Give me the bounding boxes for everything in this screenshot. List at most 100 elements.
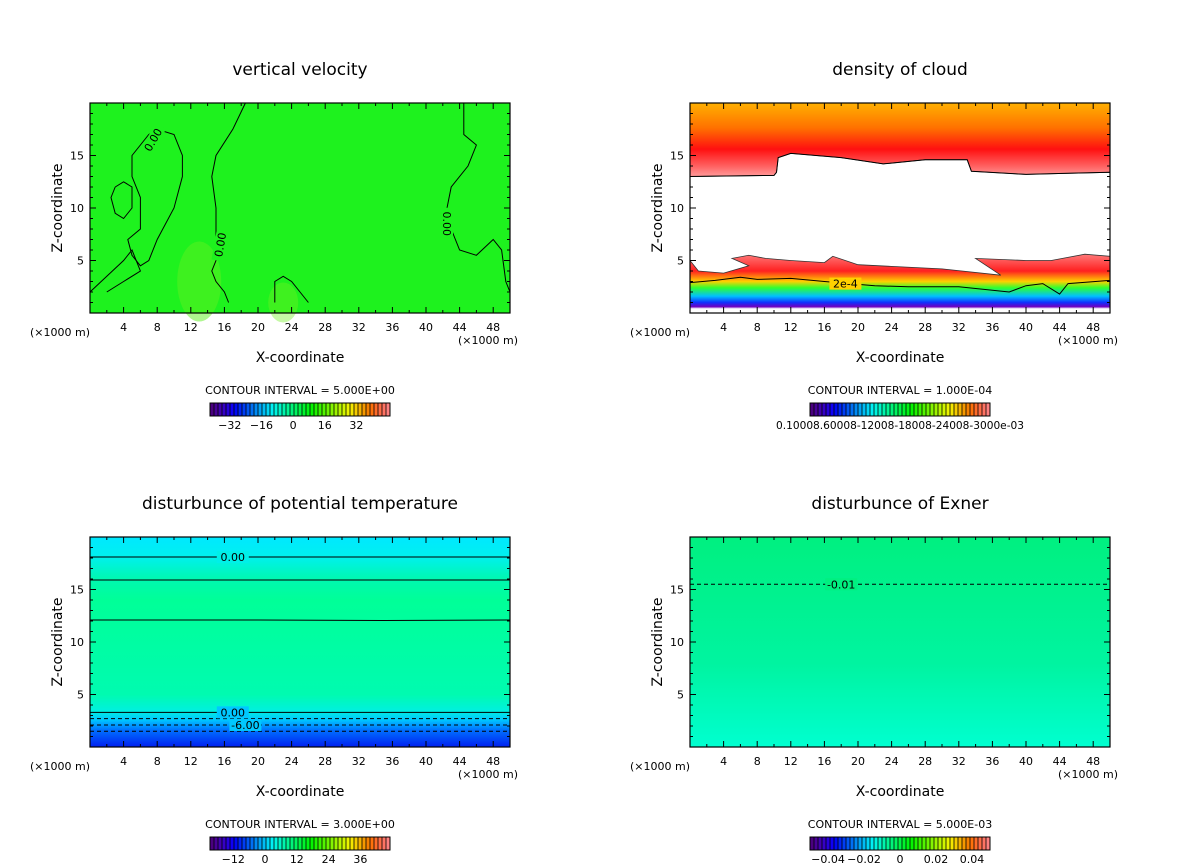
colorbar-swatch [934, 403, 939, 416]
colorbar-swatch [914, 837, 919, 850]
x-tick-label: 4 [720, 321, 727, 334]
colorbar-swatch [346, 403, 351, 416]
colorbar-swatch [862, 837, 867, 850]
x-tick-label: 16 [217, 755, 231, 768]
colorbar-tick-label: 0.02 [924, 853, 949, 866]
y-axis-label: Z-coordinate [650, 163, 666, 252]
colorbar-swatch [302, 403, 307, 416]
colorbar-swatch [342, 403, 347, 416]
colorbar-swatch [914, 403, 919, 416]
colorbar-swatch [842, 837, 847, 850]
plot-panel-3: disturbunce of potential temperature 0.00… [30, 494, 518, 866]
contour-label: -6.00 [231, 719, 259, 732]
colorbar-swatch [238, 837, 243, 850]
colorbar-tick-label: −0.02 [847, 853, 881, 866]
colorbar-swatch [222, 837, 227, 850]
x-tick-label: 4 [720, 755, 727, 768]
colorbar-swatch [382, 837, 387, 850]
colorbar-swatch [886, 403, 891, 416]
x-unit-right: (×1000 m) [1058, 334, 1118, 347]
x-tick-label: 36 [985, 321, 999, 334]
colorbar-swatch [874, 403, 879, 416]
contour-label: 2e-4 [833, 278, 858, 291]
colorbar-swatch [830, 837, 835, 850]
colorbar-tick-label: 24 [322, 853, 336, 866]
colorbar-swatch [370, 403, 375, 416]
colorbar-swatch [246, 837, 251, 850]
x-tick-label: 20 [851, 321, 865, 334]
colorbar-swatch [966, 837, 971, 850]
colorbar-swatch [854, 837, 859, 850]
colorbar-swatch [234, 837, 239, 850]
colorbar-tick-label: 12 [290, 853, 304, 866]
colorbar-swatch [958, 403, 963, 416]
colorbar-swatch [222, 403, 227, 416]
colorbar-swatch [334, 837, 339, 850]
colorbar-swatch [298, 837, 303, 850]
y-tick-label: 10 [70, 202, 84, 215]
colorbar-swatch [826, 837, 831, 850]
y-tick-label: 5 [77, 689, 84, 702]
colorbar-swatch [318, 403, 323, 416]
colorbar-swatch [882, 837, 887, 850]
colorbar-swatch [830, 403, 835, 416]
colorbar-frame [809, 836, 991, 851]
x-unit-right: (×1000 m) [458, 768, 518, 781]
colorbar-swatch [226, 403, 231, 416]
x-tick-label: 32 [952, 321, 966, 334]
colorbar-swatch [262, 403, 267, 416]
colorbar-swatch [366, 837, 371, 850]
x-tick-label: 8 [154, 321, 161, 334]
colorbar-swatch [234, 403, 239, 416]
x-tick-label: 28 [918, 755, 932, 768]
colorbar-swatch [958, 837, 963, 850]
colorbar-swatch [358, 403, 363, 416]
colorbar-swatch [266, 403, 271, 416]
colorbar-swatch [938, 403, 943, 416]
x-tick-label: 20 [251, 321, 265, 334]
plot-title: vertical velocity [232, 60, 367, 80]
x-tick-label: 36 [385, 321, 399, 334]
colorbar-swatch [866, 837, 871, 850]
colorbar-swatch [926, 837, 931, 850]
colorbar-swatch [242, 837, 247, 850]
colorbar-swatch [938, 837, 943, 850]
colorbar-swatch [906, 837, 911, 850]
colorbar-tick-label: 36 [353, 853, 367, 866]
contour-line [689, 152, 1111, 177]
colorbar-swatch [226, 837, 231, 850]
x-tick-label: 20 [851, 755, 865, 768]
colorbar-swatch [254, 837, 259, 850]
colorbar-swatch [294, 403, 299, 416]
colorbar-swatch [930, 403, 935, 416]
colorbar-swatch [850, 837, 855, 850]
y-axis-label: Z-coordinate [650, 597, 666, 686]
x-axis-label: X-coordinate [256, 350, 345, 366]
x-tick-label: 44 [453, 321, 467, 334]
colorbar-swatch [978, 403, 983, 416]
colorbar-swatch [386, 403, 391, 416]
colorbar-swatch [910, 837, 915, 850]
colorbar-swatch [950, 837, 955, 850]
x-tick-label: 8 [754, 321, 761, 334]
y-tick-label: 10 [670, 202, 684, 215]
colorbar-swatch [846, 403, 851, 416]
colorbar-swatch [894, 403, 899, 416]
colorbar-swatch [310, 403, 315, 416]
contour-label-bg [441, 207, 453, 240]
contour-line [89, 249, 142, 293]
colorbar-swatch [262, 837, 267, 850]
colorbar-swatch [838, 837, 843, 850]
colorbar-swatch [926, 403, 931, 416]
colorbar-swatch [866, 403, 871, 416]
colorbar-swatch [350, 837, 355, 850]
colorbar-tick-label: 0 [262, 853, 269, 866]
y-tick-label: 5 [677, 255, 684, 268]
y-tick-label: 5 [677, 689, 684, 702]
colorbar-swatch [826, 403, 831, 416]
colorbar-swatch [250, 837, 255, 850]
colorbar-swatch [242, 403, 247, 416]
colorbar-swatch [326, 403, 331, 416]
contour-label: 0.00 [221, 551, 246, 564]
contour-interval-text: CONTOUR INTERVAL = 5.000E-03 [808, 818, 992, 831]
